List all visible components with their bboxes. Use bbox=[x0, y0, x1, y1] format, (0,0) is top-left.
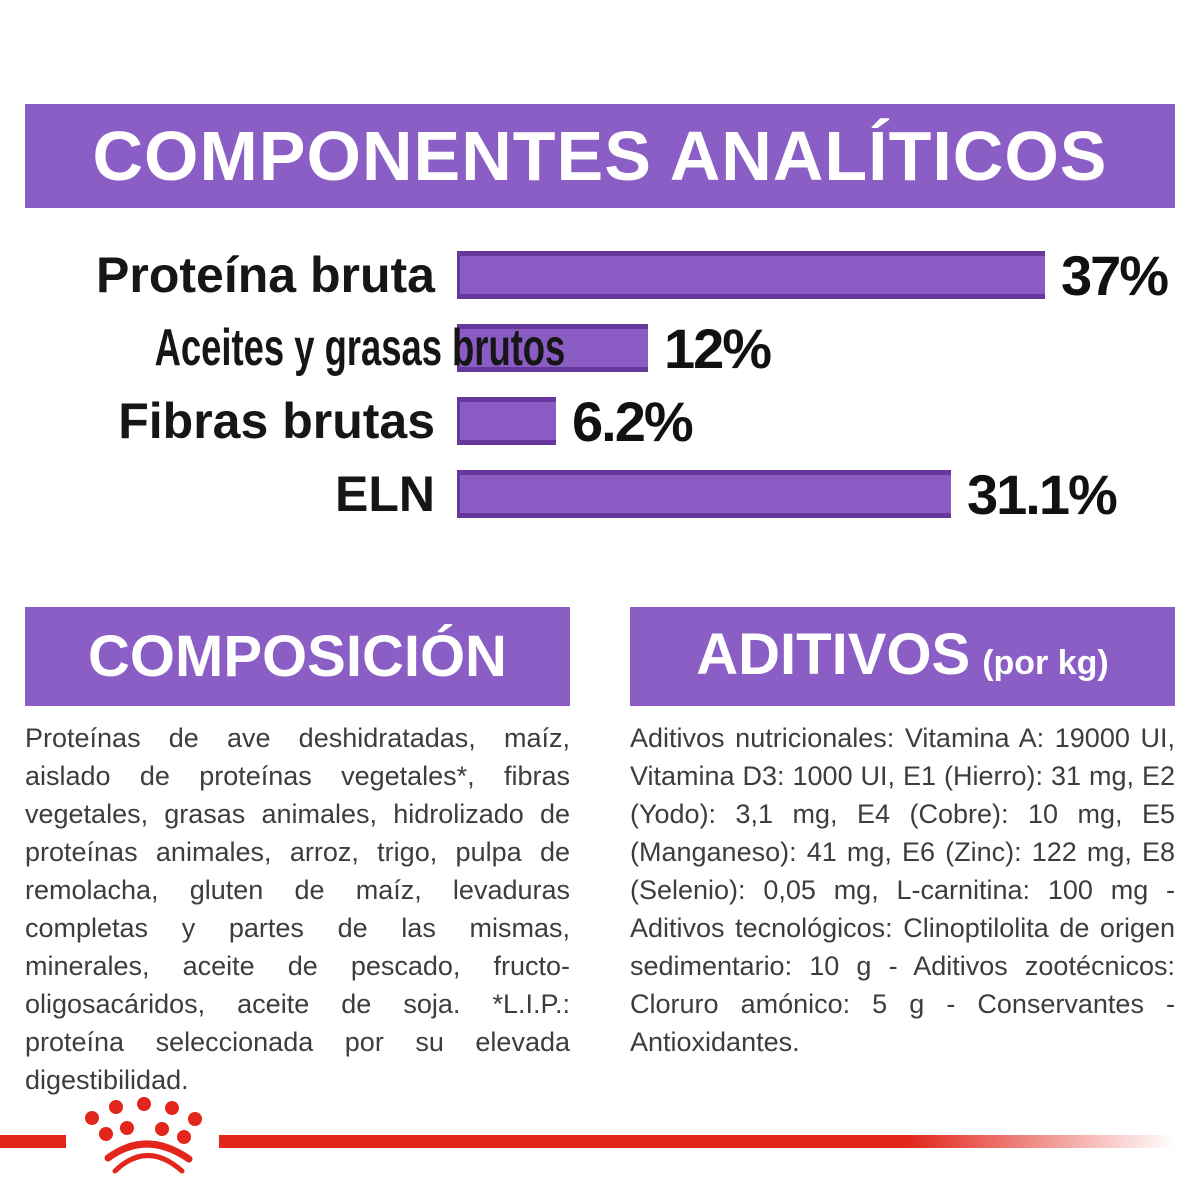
bar-label: ELN bbox=[335, 466, 435, 522]
bar-value: 37% bbox=[1061, 243, 1169, 307]
chart-row-crude-protein: Proteína bruta 37% bbox=[25, 244, 1175, 307]
composition-text: Proteínas de ave deshidratadas, maíz, ai… bbox=[25, 723, 570, 1095]
chart-row-fats-oils: Aceites y grasas brutos 12% bbox=[25, 317, 1175, 380]
bar-value: 12% bbox=[664, 316, 772, 380]
additives-text: Aditivos nutricionales: Vitamina A: 1900… bbox=[630, 723, 1175, 1057]
bar-fats-oils bbox=[457, 324, 648, 372]
composition-title: COMPOSICIÓN bbox=[88, 624, 507, 689]
bar-value: 31.1% bbox=[967, 462, 1118, 526]
bar-crude-fibre bbox=[457, 397, 556, 445]
composition-header: COMPOSICIÓN bbox=[25, 607, 570, 706]
footer-red-line-right bbox=[219, 1135, 1175, 1148]
additives-header: ADITIVOS (por kg) bbox=[630, 607, 1175, 706]
analytical-components-header: COMPONENTES ANALÍTICOS bbox=[25, 104, 1175, 208]
chart-row-crude-fibre: Fibras brutas 6.2% bbox=[25, 390, 1175, 453]
analytical-components-chart: Proteína bruta 37% Aceites y grasas brut… bbox=[25, 244, 1175, 543]
footer-red-line-left bbox=[0, 1135, 66, 1148]
bar-label: Proteína bruta bbox=[96, 247, 435, 303]
bar-eln bbox=[457, 470, 951, 518]
analytical-components-title: COMPONENTES ANALÍTICOS bbox=[92, 117, 1108, 195]
bar-value: 6.2% bbox=[572, 389, 694, 453]
bar-label: Aceites y grasas brutos bbox=[154, 319, 566, 377]
bar-crude-protein bbox=[457, 251, 1045, 299]
chart-row-eln: ELN 31.1% bbox=[25, 463, 1175, 526]
additives-subtitle: (por kg) bbox=[982, 644, 1109, 682]
royal-canin-crown-icon bbox=[85, 1097, 202, 1174]
bar-label: Fibras brutas bbox=[118, 393, 435, 449]
additives-title: ADITIVOS bbox=[696, 622, 971, 687]
